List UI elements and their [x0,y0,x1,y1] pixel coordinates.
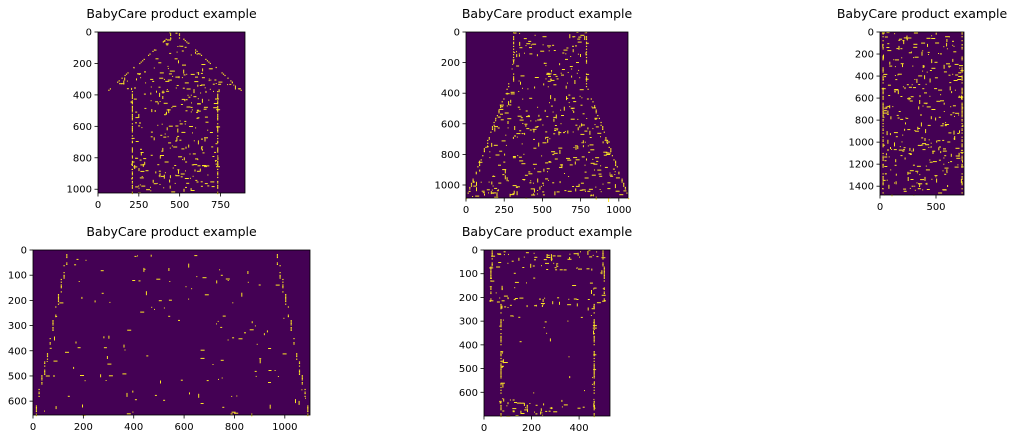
x-tick-label: 250 [129,200,148,211]
subplot-1: BabyCare product example 0 250 500 750 0 200 40… [67,6,257,211]
x-tick-label: 500 [170,200,189,211]
chart-title: BabyCare product example [86,224,257,239]
y-tick-label: 600 [73,122,92,133]
x-tick-label: 0 [95,200,101,211]
y-tick-label: 600 [8,397,27,408]
y-tick-label: 400 [73,90,92,101]
axes-frame [483,249,611,417]
y-tick-label: 0 [86,28,92,39]
y-tick-label: 500 [459,364,478,375]
y-tick-label: 100 [459,269,478,280]
x-tick-label: 200 [522,423,541,434]
heatmap-image [98,32,245,193]
y-tick-label: 0 [472,246,478,257]
outline-edges [108,33,242,195]
y-tick-label: 400 [855,72,874,83]
y-tick-label: 1000 [67,185,92,196]
x-tick-label: 400 [570,423,589,434]
y-tick-label: 400 [441,89,460,100]
y-tick-label: 200 [73,59,92,70]
x-tick-label: 750 [211,200,230,211]
y-tick-label: 0 [454,28,460,39]
x-tick-label: 250 [495,205,514,216]
chart-title: BabyCare product example [86,6,257,21]
chart-title: BabyCare product example [462,224,633,239]
y-tick-label: 0 [21,246,27,257]
x-tick-label: 500 [533,205,552,216]
y-tick-label: 800 [73,153,92,164]
x-tick-label: 0 [481,423,487,434]
axes-frame [879,31,965,196]
y-tick-label: 600 [459,388,478,399]
x-tick-label: 1000 [272,422,297,433]
y-tick-label: 200 [459,293,478,304]
y-tick-label: 100 [8,271,27,282]
edge-pixels [489,250,606,417]
y-tick-label: 0 [868,28,874,39]
x-tick-label: 200 [74,422,93,433]
edge-pixels [119,32,241,194]
y-tick-label: 300 [8,321,27,332]
y-tick-label: 200 [8,296,27,307]
chart-title: BabyCare product example [837,6,1008,21]
x-tick-label: 1000 [606,205,631,216]
y-tick-label: 800 [855,116,874,127]
y-tick-label: 600 [855,94,874,105]
x-tick-label: 500 [926,202,945,213]
y-tick-label: 1200 [849,160,874,171]
x-tick-label: 0 [877,202,883,213]
outline-edges [35,254,309,417]
axes-frame [32,249,311,416]
subplot-5: BabyCare product example 0 200 400 0 100 200 30… [459,224,633,434]
outline-edges [490,250,605,418]
y-tick-label: 1000 [849,138,874,149]
subplot-3: BabyCare product example 0 500 0 200 400 600 80… [837,6,1008,213]
y-tick-label: 400 [459,340,478,351]
y-tick-label: 200 [441,58,460,69]
x-tick-label: 750 [571,205,590,216]
x-tick-label: 400 [124,422,143,433]
y-tick-label: 400 [8,346,27,357]
x-tick-label: 600 [175,422,194,433]
y-tick-label: 200 [855,50,874,61]
y-tick-label: 1400 [849,182,874,193]
y-tick-label: 300 [459,317,478,328]
y-tick-label: 600 [441,119,460,130]
axes-frame [97,31,246,194]
y-tick-label: 800 [441,150,460,161]
x-tick-label: 0 [30,422,36,433]
heatmap-image [33,250,310,415]
heatmap-image [466,32,628,198]
outline-edges [882,32,963,194]
y-tick-label: 1000 [435,180,460,191]
x-tick-label: 0 [463,205,469,216]
x-tick-label: 800 [225,422,244,433]
axes-frame [465,31,629,199]
heatmap-image [880,32,964,195]
chart-title: BabyCare product example [462,6,633,21]
outline-edges [466,32,630,200]
subplot-4: BabyCare product example 0 200 400 600 800 100… [8,224,311,433]
y-tick-label: 500 [8,371,27,382]
